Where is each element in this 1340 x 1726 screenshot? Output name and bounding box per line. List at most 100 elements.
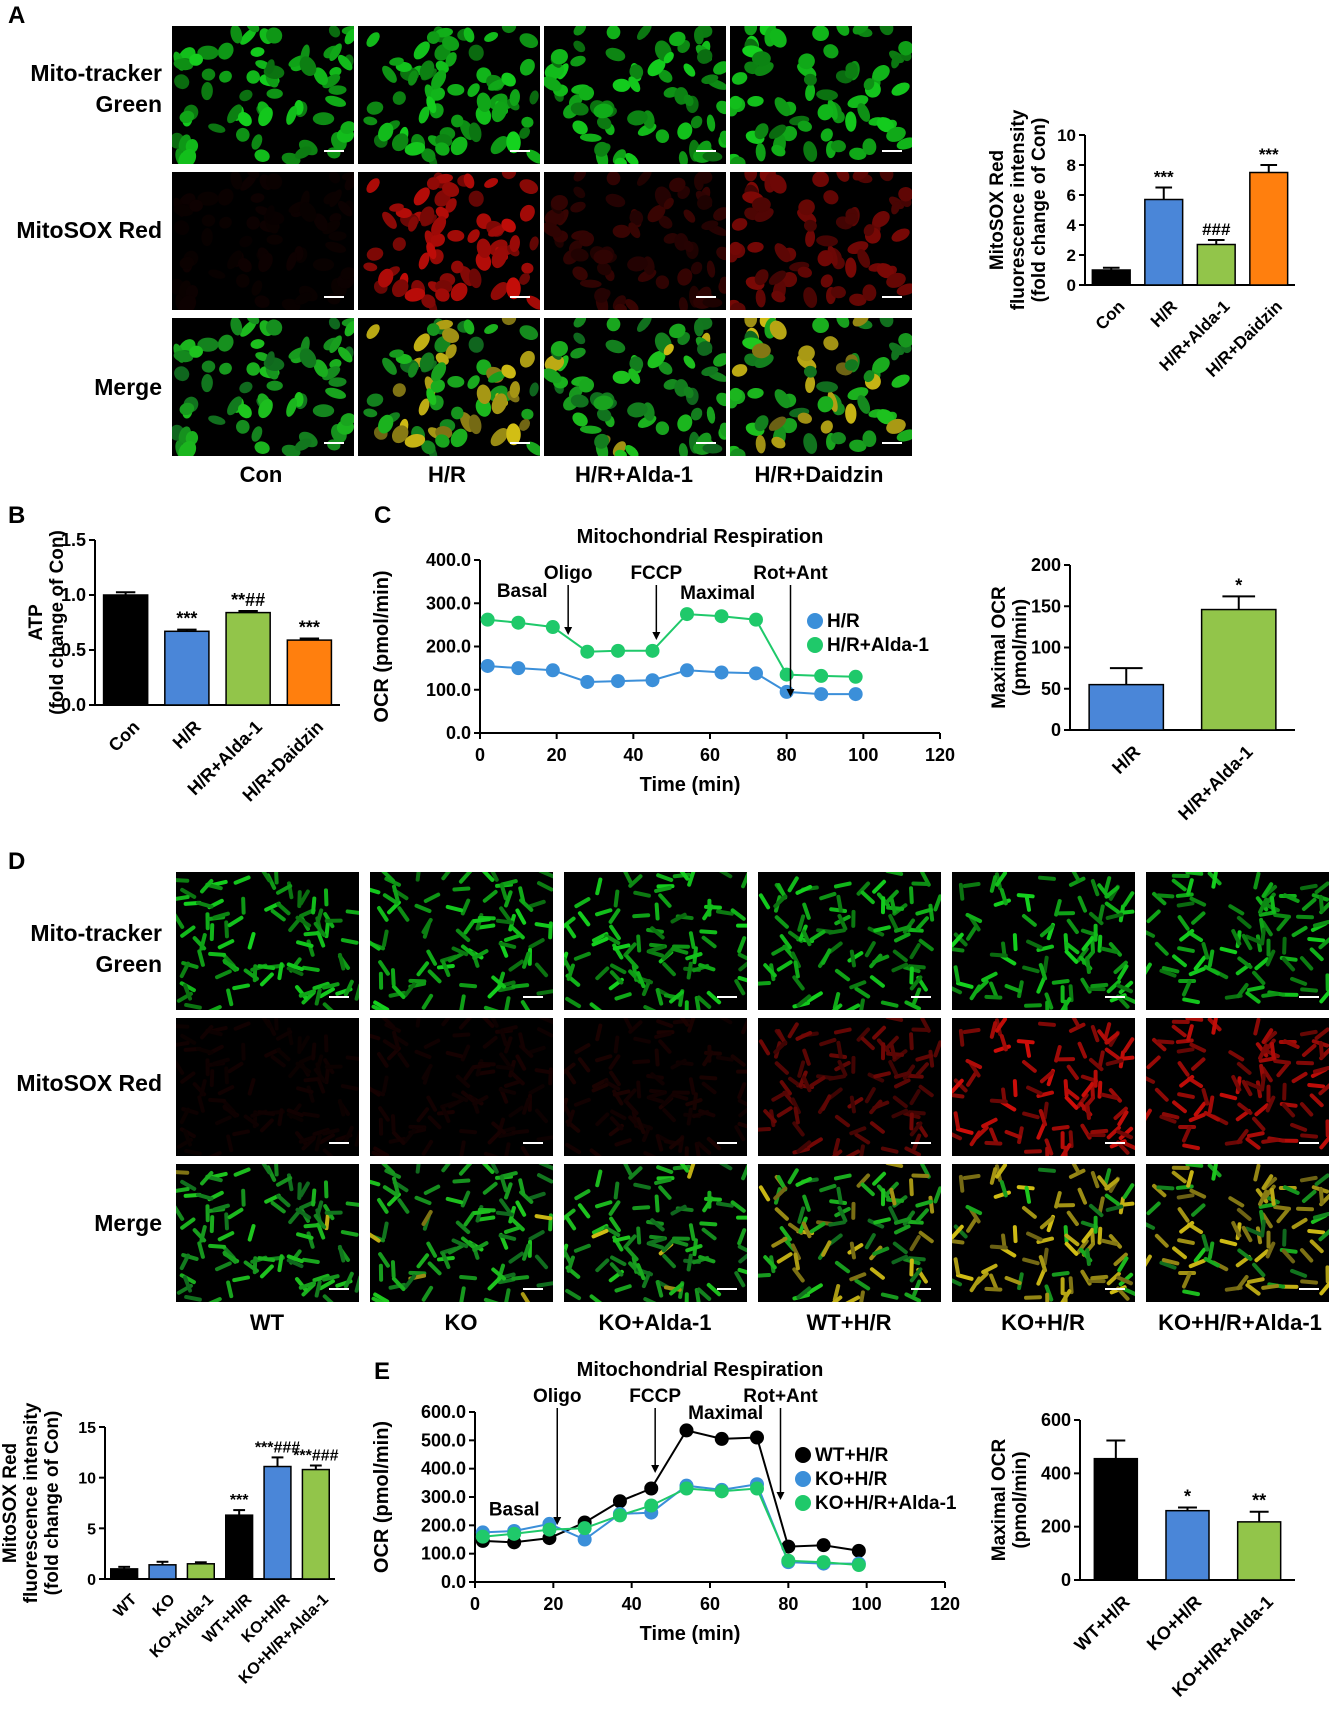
cell: [503, 1288, 511, 1302]
x-tick-label: 100: [852, 1594, 882, 1614]
cell: [477, 1215, 496, 1222]
cell: [864, 941, 876, 958]
cell: [823, 44, 839, 59]
cell: [1300, 987, 1319, 993]
cell: [451, 114, 464, 128]
cell: [869, 975, 885, 988]
cell: [1113, 960, 1128, 974]
cell: [1093, 1069, 1098, 1088]
significance-label: ***###: [255, 1439, 300, 1456]
data-point: [645, 673, 660, 688]
cell: [200, 878, 214, 894]
cell: [612, 78, 631, 92]
cell: [1081, 936, 1095, 952]
y-tick-label: 300.0: [426, 593, 471, 613]
cell: [201, 68, 216, 81]
cell: [1038, 1255, 1048, 1273]
cell: [421, 440, 436, 455]
cell: [669, 31, 686, 47]
cell: [738, 1250, 747, 1264]
data-point: [545, 620, 560, 635]
cell: [472, 1241, 489, 1252]
x-tick-label: 0: [470, 1594, 480, 1614]
cell: [179, 256, 195, 270]
cell: [247, 1224, 256, 1242]
cell: [378, 268, 394, 288]
cell: [858, 1144, 865, 1156]
scale-bar: [523, 1288, 543, 1290]
cell: [1104, 901, 1121, 914]
col-label-ko-alda1: KO+Alda-1: [598, 1310, 712, 1335]
cell: [1054, 899, 1062, 917]
cell: [1117, 1256, 1129, 1273]
cell: [370, 1032, 381, 1041]
cell: [609, 970, 624, 985]
cell: [1244, 934, 1262, 945]
cell: [763, 1109, 777, 1124]
cell: [741, 1018, 747, 1035]
cell: [731, 72, 748, 85]
cell: [418, 398, 430, 416]
cell: [286, 962, 304, 972]
cell: [389, 349, 404, 358]
cell: [594, 287, 610, 303]
cell: [962, 1028, 981, 1034]
significance-label: ***: [1154, 168, 1174, 187]
cell: [491, 393, 508, 415]
cell: [215, 1115, 232, 1126]
cell: [790, 951, 801, 969]
cell: [845, 111, 857, 132]
cell: [1307, 936, 1326, 943]
cell: [773, 1186, 788, 1201]
cell: [340, 1230, 359, 1237]
cell: [227, 1061, 244, 1074]
cell: [1036, 1090, 1054, 1098]
cell: [518, 886, 526, 904]
cell: [1063, 1145, 1068, 1156]
cell: [662, 962, 676, 977]
data-point: [545, 663, 560, 678]
cell: [1179, 1220, 1195, 1234]
cell: [491, 1121, 506, 1135]
cell: [536, 1027, 553, 1038]
cell: [1105, 912, 1124, 920]
cell: [459, 994, 466, 1010]
cell: [688, 1223, 696, 1241]
cell: [1103, 876, 1112, 894]
cell: [1207, 1241, 1215, 1260]
x-tick-label: 40: [623, 745, 643, 765]
cell: [404, 141, 426, 156]
cell: [629, 210, 644, 226]
scale-bar: [911, 996, 931, 998]
cell: [510, 1217, 525, 1232]
cell: [519, 33, 539, 49]
cell: [694, 27, 704, 45]
cell: [817, 250, 834, 267]
cell: [829, 1053, 848, 1059]
cell: [643, 1005, 660, 1010]
cell: [1108, 1088, 1122, 1103]
cell: [744, 172, 758, 182]
row-label-mito-tracker: Mito-tracker Green: [30, 60, 162, 117]
cell: [521, 408, 534, 420]
col-label-con: Con: [239, 462, 283, 487]
y-tick-label: 0: [1061, 1570, 1071, 1590]
cell: [237, 111, 252, 127]
cell: [779, 934, 792, 950]
cell: [325, 387, 347, 399]
cell: [180, 925, 196, 938]
cell: [1146, 1073, 1156, 1084]
x-tick-label: 80: [778, 1594, 798, 1614]
cell: [994, 872, 1008, 887]
cell: [1265, 1241, 1276, 1259]
cell: [595, 1258, 610, 1273]
cell: [460, 1044, 471, 1062]
cell: [324, 1064, 343, 1069]
cell: [636, 934, 642, 953]
bar-H/R+Alda-1: [1200, 608, 1277, 731]
cell: [306, 939, 315, 957]
cell: [1178, 1125, 1197, 1129]
cell: [1103, 1168, 1112, 1186]
cell: [608, 1054, 621, 1070]
cell: [354, 1129, 359, 1147]
